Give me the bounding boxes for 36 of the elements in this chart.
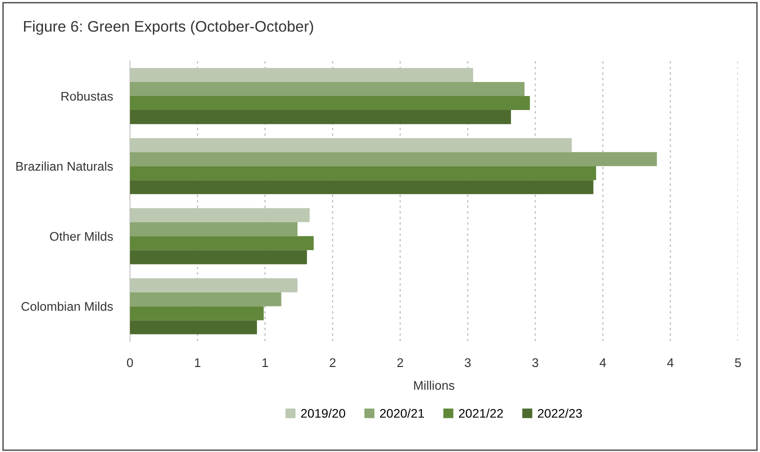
y-tick-label: Robustas: [62, 92, 113, 101]
bar: [130, 166, 596, 180]
bar: [130, 208, 310, 222]
bar: [130, 68, 474, 82]
bar: [130, 236, 314, 250]
x-tick-label: 3: [532, 358, 538, 368]
x-tick-label: 1: [194, 358, 200, 367]
x-tick-label: 5: [734, 358, 741, 368]
bar: [130, 250, 307, 264]
chart-title: Figure 6: Green Exports (October-October): [24, 20, 314, 35]
bar: [130, 292, 282, 306]
bar: [130, 96, 530, 110]
legend-label: 2019/20: [301, 408, 346, 418]
legend-label: 2020/21: [380, 408, 424, 418]
x-tick-label: 0: [126, 358, 133, 368]
y-tick-label: Brazilian Naturals: [16, 162, 113, 171]
x-tick-label: 3: [464, 358, 471, 368]
y-tick-label: Other Milds: [50, 232, 113, 241]
x-tick-label: 4: [667, 358, 674, 367]
legend-label: 2022/23: [538, 408, 582, 418]
legend-label: 2021/22: [458, 408, 503, 418]
x-tick-label: 2: [397, 358, 404, 367]
x-tick-label: 1: [262, 358, 268, 367]
bar: [130, 222, 298, 236]
y-tick-label: Colombian Milds: [22, 302, 113, 311]
bar: [130, 306, 264, 320]
x-axis-title: Millions: [414, 380, 454, 390]
bar: [130, 82, 524, 96]
bar: [130, 180, 594, 194]
bar: [130, 278, 298, 292]
bar: [130, 138, 572, 152]
bar: [130, 110, 511, 124]
x-tick-label: 4: [600, 358, 606, 367]
bar: [130, 320, 257, 334]
x-tick-label: 2: [330, 358, 336, 367]
bar: [130, 152, 657, 166]
